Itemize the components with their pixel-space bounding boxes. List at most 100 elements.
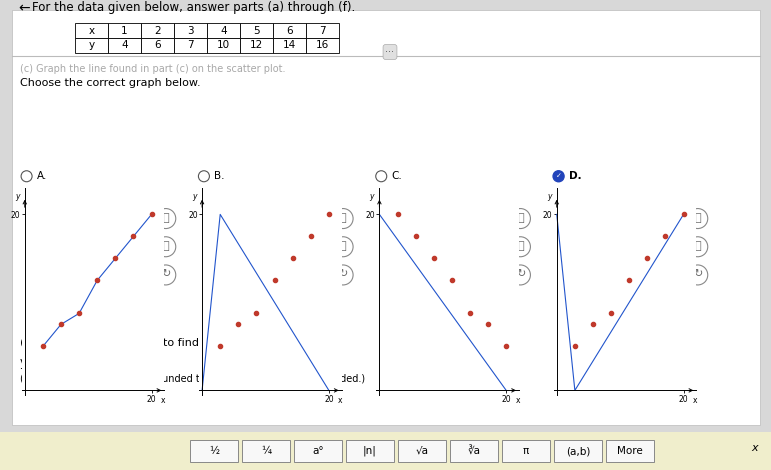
Circle shape	[156, 209, 176, 228]
Point	[232, 321, 244, 328]
Text: π: π	[523, 446, 529, 456]
Bar	[65, 356, 81, 369]
Text: a°: a°	[312, 446, 324, 456]
Circle shape	[333, 265, 353, 285]
Point	[73, 310, 86, 317]
Point	[482, 321, 494, 328]
Circle shape	[688, 209, 708, 228]
Text: Choose the correct graph below.: Choose the correct graph below.	[20, 78, 200, 88]
Text: 5: 5	[253, 25, 260, 36]
Bar	[174, 23, 207, 38]
Text: y: y	[547, 192, 551, 201]
Text: (a,b): (a,b)	[566, 446, 590, 456]
Text: y: y	[89, 40, 95, 50]
Text: x+: x+	[52, 356, 69, 369]
Text: ↻: ↻	[693, 269, 702, 279]
Point	[305, 233, 317, 240]
Circle shape	[688, 265, 708, 285]
Text: |n|: |n|	[363, 446, 377, 456]
Text: y: y	[192, 192, 197, 201]
Bar	[502, 440, 550, 462]
Text: x: x	[515, 397, 520, 406]
Circle shape	[156, 237, 176, 257]
Point	[659, 233, 672, 240]
Bar	[240, 23, 273, 38]
Bar	[75, 23, 108, 38]
Point	[446, 277, 458, 284]
Point	[323, 211, 335, 218]
Text: 4: 4	[121, 40, 128, 50]
Text: 10: 10	[217, 40, 230, 50]
Bar	[294, 440, 342, 462]
Bar	[174, 38, 207, 53]
Point	[251, 310, 263, 317]
Text: 12: 12	[250, 40, 263, 50]
Text: ⌕: ⌕	[163, 212, 169, 223]
Text: C.: C.	[391, 171, 402, 181]
Circle shape	[333, 237, 353, 257]
Point	[214, 343, 227, 350]
Text: x: x	[692, 397, 697, 406]
Circle shape	[156, 265, 176, 285]
Circle shape	[553, 171, 564, 182]
Bar	[141, 38, 174, 53]
Point	[109, 255, 122, 262]
Text: ⌕: ⌕	[517, 241, 524, 251]
Bar	[242, 440, 290, 462]
Text: ↻: ↻	[516, 269, 525, 279]
Text: ⌕: ⌕	[695, 241, 701, 251]
Bar	[306, 23, 339, 38]
Text: 6: 6	[154, 40, 161, 50]
Bar	[35, 356, 51, 369]
Bar	[12, 10, 760, 425]
Circle shape	[21, 171, 32, 182]
Text: y: y	[369, 192, 374, 201]
Point	[127, 233, 140, 240]
Bar	[398, 440, 446, 462]
Text: y: y	[15, 192, 19, 201]
Text: ⌕: ⌕	[163, 241, 169, 251]
Point	[91, 277, 103, 284]
Circle shape	[510, 209, 530, 228]
Bar	[207, 23, 240, 38]
Bar	[108, 23, 141, 38]
Text: (Type integers or decimals rounded to four decimal places as needed.): (Type integers or decimals rounded to fo…	[20, 374, 365, 384]
Point	[641, 255, 654, 262]
Bar	[273, 38, 306, 53]
Bar	[306, 38, 339, 53]
Text: B.: B.	[214, 171, 224, 181]
Text: 16: 16	[316, 40, 329, 50]
Text: 4: 4	[221, 25, 227, 36]
Point	[268, 277, 281, 284]
Text: ½: ½	[209, 446, 219, 456]
Text: ⌕: ⌕	[340, 212, 346, 223]
Circle shape	[198, 171, 210, 182]
Point	[623, 277, 635, 284]
Text: x: x	[338, 397, 342, 406]
Bar	[75, 38, 108, 53]
Text: x: x	[89, 25, 95, 36]
Bar	[0, 432, 771, 470]
Text: (c) Graph the line found in part (c) on the scatter plot.: (c) Graph the line found in part (c) on …	[20, 64, 285, 74]
Bar	[554, 440, 602, 462]
Text: ↻: ↻	[161, 269, 170, 279]
Point	[428, 255, 440, 262]
Text: 7: 7	[319, 25, 326, 36]
Circle shape	[333, 209, 353, 228]
Bar	[346, 440, 394, 462]
Bar	[273, 23, 306, 38]
Text: ∛a: ∛a	[467, 446, 480, 456]
Text: y=: y=	[20, 356, 37, 369]
Circle shape	[688, 237, 708, 257]
Point	[569, 343, 581, 350]
Text: ⌕: ⌕	[695, 212, 701, 223]
Point	[287, 255, 299, 262]
Text: A.: A.	[36, 171, 47, 181]
Point	[605, 310, 618, 317]
Text: 6: 6	[286, 25, 293, 36]
Text: 1: 1	[121, 25, 128, 36]
Point	[500, 343, 513, 350]
Text: ↻: ↻	[338, 269, 348, 279]
Text: D.: D.	[568, 171, 581, 181]
Point	[37, 343, 49, 350]
